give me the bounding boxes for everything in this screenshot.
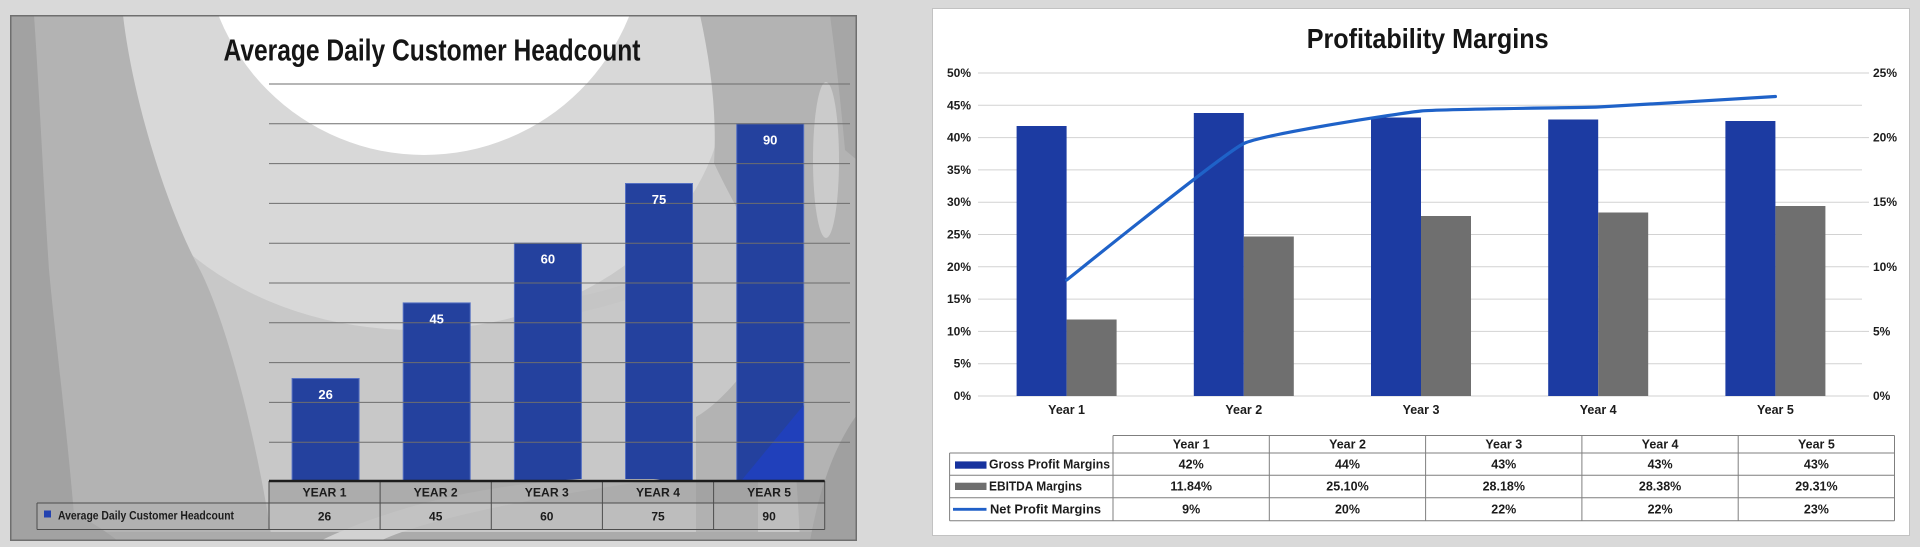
svg-text:43%: 43% [1804,457,1829,471]
svg-text:Year 4: Year 4 [1580,403,1617,417]
svg-text:11.84%: 11.84% [1170,480,1212,494]
svg-text:30%: 30% [947,195,971,209]
svg-text:10%: 10% [947,324,971,338]
svg-text:29.31%: 29.31% [1795,480,1837,494]
svg-text:Net Profit Margins: Net Profit Margins [990,503,1101,517]
svg-text:20%: 20% [1873,131,1897,145]
svg-text:Year 1: Year 1 [1173,438,1210,452]
svg-text:44%: 44% [1335,457,1360,471]
svg-text:0%: 0% [954,389,972,403]
svg-text:15%: 15% [947,292,971,306]
svg-text:26: 26 [318,387,332,402]
svg-text:60: 60 [540,510,554,524]
svg-text:60: 60 [541,252,555,267]
svg-text:23%: 23% [1804,503,1829,517]
svg-text:40%: 40% [947,131,971,145]
svg-text:20%: 20% [1335,503,1360,517]
svg-text:Gross Profit Margins: Gross Profit Margins [989,457,1110,471]
svg-text:90: 90 [763,132,777,147]
svg-text:25.10%: 25.10% [1326,480,1368,494]
svg-text:YEAR 2: YEAR 2 [414,486,458,500]
svg-text:5%: 5% [1873,324,1891,338]
svg-text:22%: 22% [1648,503,1673,517]
svg-text:Average Daily Customer Headcou: Average Daily Customer Headcount [224,33,641,68]
svg-text:10%: 10% [1873,260,1897,274]
svg-text:25%: 25% [947,228,971,242]
svg-text:35%: 35% [947,163,971,177]
svg-text:Profitability Margins: Profitability Margins [1307,23,1549,54]
svg-text:Average Daily Customer Headcou: Average Daily Customer Headcount [58,509,234,523]
svg-text:0%: 0% [1873,389,1891,403]
svg-text:YEAR 4: YEAR 4 [636,486,680,500]
svg-text:45%: 45% [947,98,971,112]
svg-text:43%: 43% [1648,457,1673,471]
svg-text:45: 45 [429,510,443,524]
svg-text:Year 3: Year 3 [1485,438,1522,452]
svg-text:9%: 9% [1182,503,1200,517]
svg-text:20%: 20% [947,260,971,274]
svg-text:26: 26 [318,510,332,524]
svg-text:75: 75 [651,510,665,524]
svg-text:YEAR 5: YEAR 5 [747,486,791,500]
svg-text:43%: 43% [1491,457,1516,471]
svg-text:Year 4: Year 4 [1642,438,1679,452]
svg-text:EBITDA Margins: EBITDA Margins [989,480,1082,494]
svg-text:25%: 25% [1873,66,1897,80]
svg-text:28.38%: 28.38% [1639,480,1681,494]
svg-text:Year 1: Year 1 [1048,403,1085,417]
svg-text:28.18%: 28.18% [1483,480,1525,494]
svg-text:5%: 5% [954,357,972,371]
svg-text:Year 5: Year 5 [1798,438,1835,452]
svg-text:Year 3: Year 3 [1403,403,1440,417]
svg-text:Year 5: Year 5 [1757,403,1794,417]
svg-text:YEAR 1: YEAR 1 [303,486,347,500]
svg-text:90: 90 [762,510,776,524]
svg-text:22%: 22% [1491,503,1516,517]
svg-text:42%: 42% [1179,457,1204,471]
svg-text:75: 75 [652,192,666,207]
svg-text:45: 45 [429,311,443,326]
svg-text:YEAR 3: YEAR 3 [525,486,569,500]
svg-text:15%: 15% [1873,195,1897,209]
svg-text:Year 2: Year 2 [1225,403,1262,417]
svg-text:50%: 50% [947,66,971,80]
svg-text:Year 2: Year 2 [1329,438,1366,452]
